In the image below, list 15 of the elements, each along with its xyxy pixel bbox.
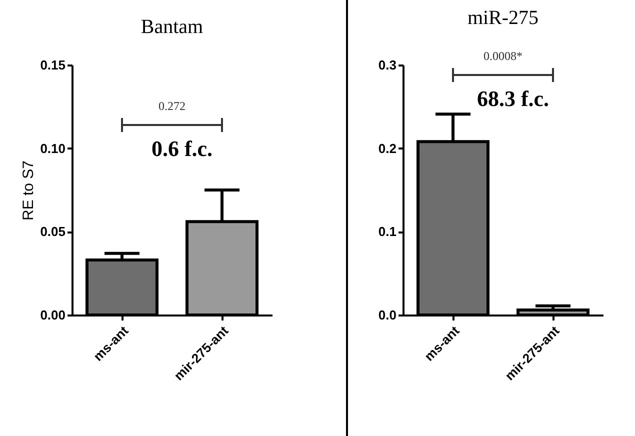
chart-title: Bantam: [140, 16, 204, 38]
y-axis-title: RE to S7: [20, 160, 38, 221]
y-tick-label: 0.3: [378, 58, 396, 72]
chart-title: miR-275: [467, 7, 539, 29]
text: 0.0008*: [484, 49, 522, 63]
y-tick-label: 0.0: [378, 308, 396, 322]
y-tick-label: 0.00: [40, 308, 66, 322]
annotation: 0.6 f.c.: [151, 136, 213, 161]
annotation: 0.272: [158, 99, 186, 113]
y-tick-label: 0.1: [378, 224, 396, 240]
y-tick-label: 0.2: [378, 140, 396, 156]
y-tick-label: 0.15: [40, 58, 66, 72]
y-tick-label: 0.10: [40, 140, 66, 156]
y-tick-label: 0.05: [40, 224, 66, 240]
annotation: 68.3 f.c.: [476, 86, 550, 111]
